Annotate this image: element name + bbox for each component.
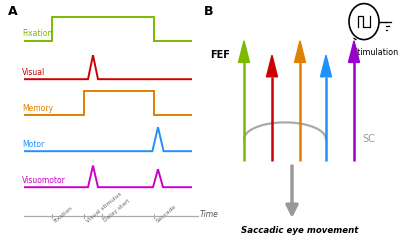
Text: FEF: FEF <box>210 50 230 60</box>
Text: Fixation: Fixation <box>53 205 74 223</box>
Text: B: B <box>204 5 214 18</box>
Text: SC: SC <box>362 134 375 144</box>
Text: Stimulation: Stimulation <box>353 48 399 57</box>
Text: Visual stimulus: Visual stimulus <box>85 191 122 223</box>
Text: Visuomotor: Visuomotor <box>22 176 66 185</box>
Text: Time: Time <box>200 210 219 219</box>
Text: Saccadic eye movement: Saccadic eye movement <box>241 226 359 235</box>
Polygon shape <box>294 41 306 62</box>
Polygon shape <box>348 41 360 62</box>
Text: Motor: Motor <box>22 140 44 149</box>
Text: Memory: Memory <box>22 104 53 113</box>
Text: Fixation: Fixation <box>22 30 52 38</box>
Text: A: A <box>8 5 18 18</box>
Text: Delay start: Delay start <box>103 199 131 223</box>
Text: Saccade: Saccade <box>155 204 177 223</box>
Polygon shape <box>320 55 332 77</box>
Polygon shape <box>266 55 278 77</box>
Text: Visual: Visual <box>22 68 45 77</box>
Polygon shape <box>238 41 250 62</box>
